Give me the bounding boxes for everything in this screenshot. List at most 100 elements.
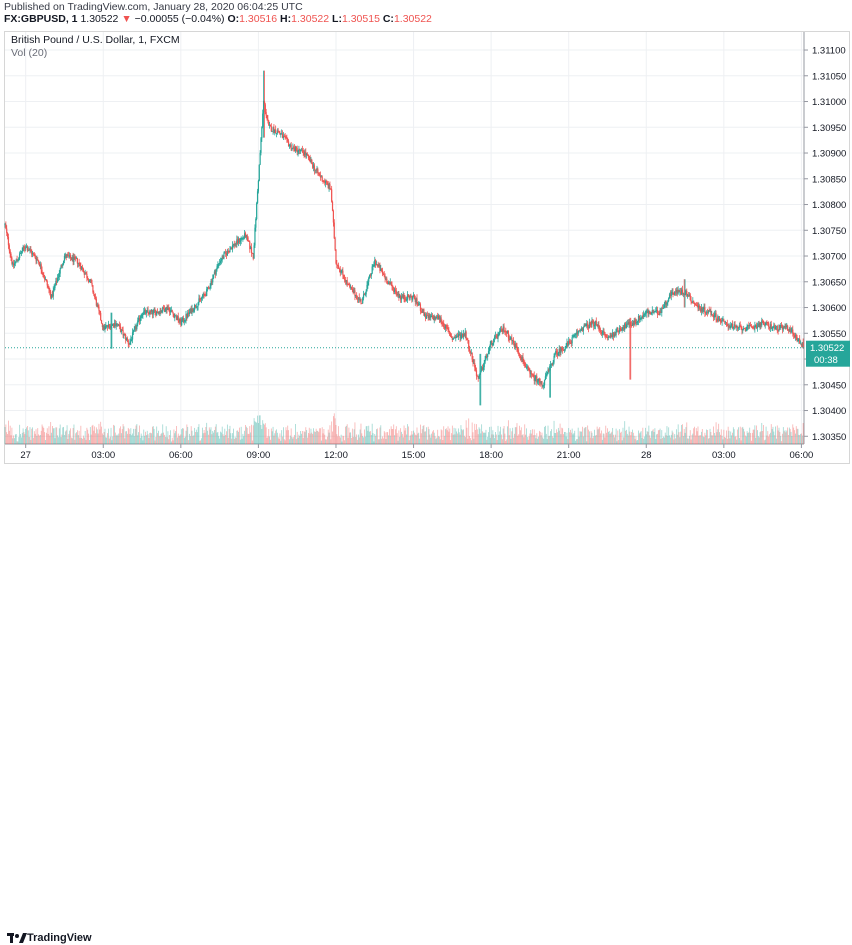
symbol-label[interactable]: FX:GBPUSD, 1 <box>4 13 78 25</box>
candle-body <box>582 327 584 331</box>
price-chart[interactable]: 1.31100 1.31050 1.31000 1.30950 1.30900 1.308… <box>0 0 852 485</box>
chart-legend-title[interactable]: British Pound / U.S. Dollar, 1, FXCM <box>11 34 180 46</box>
candle-body <box>587 327 590 329</box>
candle-body <box>289 144 291 146</box>
candle-body <box>718 318 721 322</box>
candle-body <box>235 243 237 245</box>
candle-body <box>256 191 259 203</box>
candle-body <box>327 184 329 189</box>
candle-body <box>368 277 370 282</box>
candle-body <box>58 273 60 277</box>
candle-body <box>413 295 416 300</box>
y-axis-tick-label: 1.30750 <box>812 226 846 237</box>
candle-body <box>546 374 548 375</box>
candle-body <box>627 323 629 325</box>
candle-body <box>384 276 386 279</box>
candle-body <box>81 267 83 270</box>
candle-body <box>131 339 133 341</box>
candle-body <box>347 283 349 285</box>
candle-body <box>425 314 427 319</box>
candle-body <box>95 298 97 306</box>
volume-legend[interactable]: Vol (20) <box>11 47 48 59</box>
candle-body <box>754 325 756 330</box>
candle-body <box>433 316 435 321</box>
candle-body <box>325 181 327 184</box>
x-axis-tick-label: 03:00 <box>91 450 115 461</box>
candle-body <box>726 323 728 326</box>
candle-body <box>537 378 540 382</box>
candle-body <box>407 294 409 298</box>
candle-body <box>618 330 620 333</box>
candle-body <box>274 129 276 133</box>
candle-body <box>717 316 719 321</box>
candle-body <box>205 294 207 296</box>
candle-body <box>662 308 664 310</box>
candle-body <box>79 263 81 267</box>
candle-body <box>53 287 55 291</box>
candle-body <box>587 323 589 328</box>
candle-body <box>648 310 650 314</box>
candle-body <box>152 310 154 315</box>
y-axis-tick-label: 1.30350 <box>812 432 846 443</box>
candle-body <box>188 312 191 315</box>
candle-body <box>106 325 108 327</box>
candle-body <box>465 331 467 339</box>
candle-body <box>153 310 155 312</box>
candle-body <box>45 279 47 282</box>
candle-body <box>444 324 447 329</box>
candle-body <box>543 385 545 387</box>
candle-body <box>428 315 430 319</box>
candle-body <box>507 330 509 338</box>
candle-body <box>373 265 375 267</box>
chart-frame[interactable] <box>4 31 850 464</box>
candle-body <box>179 319 181 322</box>
candle-body <box>785 325 787 327</box>
candle-body <box>633 320 635 325</box>
tradingview-brand[interactable]: TradingView <box>27 932 92 944</box>
candle-body <box>400 296 403 300</box>
candle-body <box>762 320 764 322</box>
candle-body <box>448 330 450 333</box>
candle-body <box>744 328 746 332</box>
candle-body <box>583 324 585 328</box>
candle-body <box>361 303 363 305</box>
candle-body <box>678 289 680 292</box>
candle-body <box>562 349 564 350</box>
candle-body <box>258 164 260 181</box>
candle-body <box>91 282 93 286</box>
candle-body <box>687 295 689 297</box>
candle-body <box>127 340 129 344</box>
candle-body <box>784 325 786 328</box>
candle-body <box>183 320 185 322</box>
candle-body <box>545 374 547 377</box>
candle-body <box>427 315 429 319</box>
candle-body <box>481 367 484 370</box>
candle-body <box>181 317 184 321</box>
candle-body <box>716 319 718 321</box>
candle-body <box>187 312 189 318</box>
candle-body <box>252 253 254 259</box>
candle-body <box>210 281 212 286</box>
candle-body <box>25 247 27 249</box>
candle-body <box>31 252 34 255</box>
candle-body <box>659 311 661 316</box>
candle-body <box>571 337 573 344</box>
candle-body <box>430 316 432 318</box>
candle-body <box>367 281 369 285</box>
candle-body <box>228 251 230 253</box>
candle-body <box>311 159 313 165</box>
candle-body <box>512 340 515 344</box>
candle-body <box>18 258 20 260</box>
candle-body <box>107 324 110 327</box>
candle-body <box>72 256 74 262</box>
candle-body <box>190 309 192 314</box>
candle-body <box>360 298 362 304</box>
tradingview-logo-icon[interactable] <box>7 932 27 945</box>
candle-body <box>549 364 552 367</box>
candle-body <box>631 325 633 327</box>
candle-body <box>27 249 29 251</box>
candle-body <box>21 251 23 253</box>
candle-body <box>568 340 570 345</box>
candle-body <box>133 328 135 331</box>
candle-body <box>763 324 765 326</box>
